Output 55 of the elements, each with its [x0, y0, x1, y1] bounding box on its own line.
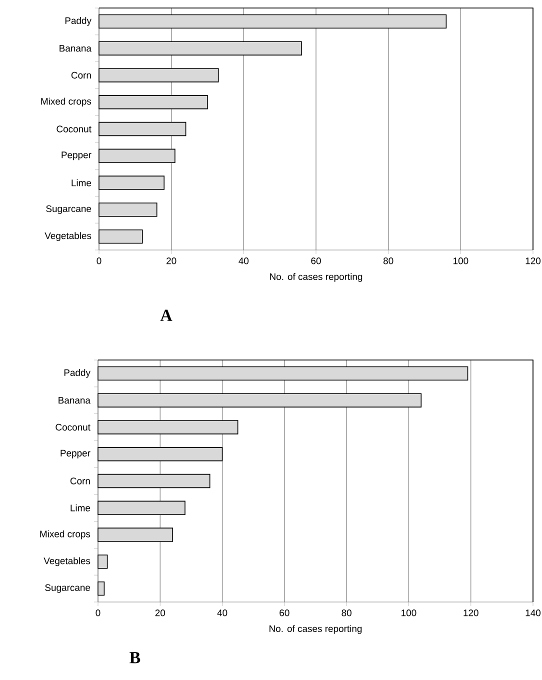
bar [98, 581, 105, 596]
bar [98, 122, 186, 136]
bar [98, 366, 468, 381]
y-tick-label: Vegetables [44, 232, 92, 241]
y-tick-label: Lime [70, 504, 90, 512]
bar [98, 202, 158, 217]
y-tick-label: Corn [70, 478, 90, 484]
y-tick-label: Sugarcane [45, 584, 90, 593]
x-tick-label: 80 [342, 610, 352, 616]
x-tick-label: 80 [383, 258, 394, 264]
y-tick-label: Mixed crops [41, 98, 92, 107]
y-tick-label: Corn [71, 72, 91, 79]
x-tick-label: 20 [155, 610, 166, 616]
bar [98, 528, 173, 542]
bar [98, 420, 238, 434]
bar [98, 41, 302, 56]
bar [98, 68, 219, 82]
y-tick-label: Paddy [65, 17, 92, 26]
y-tick-label: Vegetables [44, 557, 90, 566]
x-tick-label: 0 [96, 610, 100, 616]
bar [98, 148, 176, 163]
x-tick-label: 0 [96, 258, 102, 264]
bar [98, 500, 186, 515]
x-tick-label: 60 [311, 258, 321, 264]
x-tick-label: 20 [166, 258, 176, 264]
text: B [130, 652, 140, 664]
bar [98, 554, 108, 569]
x-tick-label: 100 [402, 610, 416, 616]
bar [98, 229, 143, 244]
bar [98, 447, 223, 462]
bar [98, 393, 422, 408]
y-tick-label: Coconut [56, 424, 90, 431]
x-tick-label: 100 [453, 258, 468, 264]
y-tick-label: Banana [58, 397, 90, 404]
text: A [160, 310, 172, 321]
y-tick-label: Coconut [56, 126, 92, 132]
y-tick-label: Mixed crops [40, 530, 90, 540]
bar [98, 95, 208, 110]
x-axis-title: No. of cases reporting [270, 273, 362, 282]
y-tick-label: Lime [72, 179, 92, 186]
x-tick-label: 140 [526, 610, 541, 616]
x-tick-label: 120 [526, 258, 541, 264]
y-tick-label: Paddy [64, 369, 90, 378]
y-tick-label: Pepper [60, 450, 90, 458]
bar [98, 176, 164, 190]
x-tick-label: 60 [280, 610, 290, 616]
bar [98, 14, 447, 29]
x-tick-label: 40 [238, 258, 249, 264]
bar [98, 474, 210, 488]
x-tick-label: 40 [217, 610, 228, 616]
y-tick-label: Sugarcane [46, 205, 92, 214]
x-axis-title: No. of cases reporting [270, 625, 362, 634]
y-tick-label: Banana [60, 45, 92, 52]
y-tick-label: Pepper [62, 152, 92, 160]
x-tick-label: 120 [464, 610, 478, 616]
